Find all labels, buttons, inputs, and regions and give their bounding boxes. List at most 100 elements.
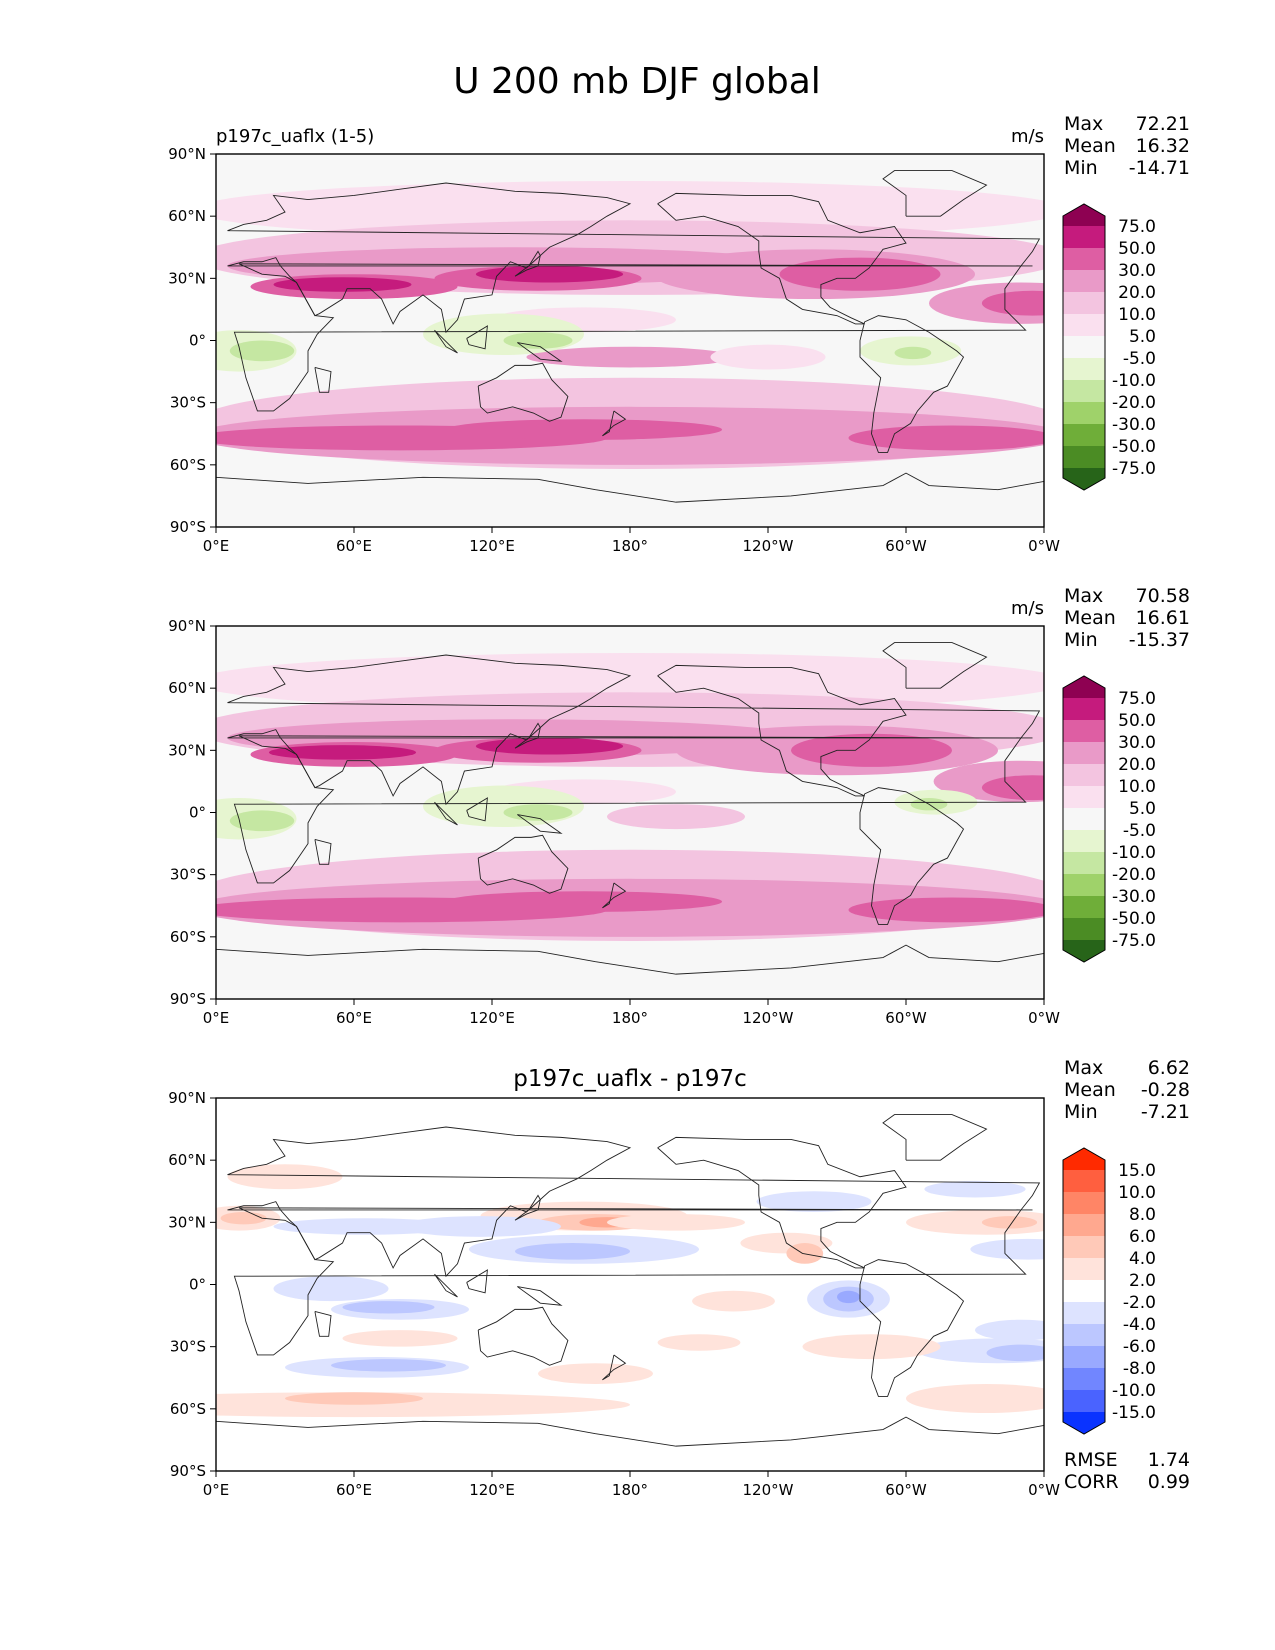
coastline xyxy=(233,263,1027,412)
colorbar-tick-label: 5.0 xyxy=(1129,327,1156,347)
stat-value: 16.61 xyxy=(1136,607,1190,629)
coastline xyxy=(514,250,541,277)
contour-region xyxy=(848,425,1044,451)
contour-region xyxy=(970,1238,1044,1260)
contour-region xyxy=(779,257,941,291)
colorbar-tick-label: 8.0 xyxy=(1129,1205,1156,1225)
contour-region xyxy=(273,277,412,292)
coastline xyxy=(434,329,458,354)
stat-value: -0.28 xyxy=(1141,1079,1190,1101)
colorbar-segment xyxy=(1063,402,1105,425)
colorbar-segment xyxy=(1063,424,1105,447)
colorbar-tick-label: -50.0 xyxy=(1112,437,1156,457)
contour-region xyxy=(894,346,932,360)
footer-stat-value: 1.74 xyxy=(1148,1449,1190,1471)
colorbar-tick-label: 20.0 xyxy=(1118,755,1156,775)
contour-region xyxy=(229,340,295,362)
figure-title: U 200 mb DJF global xyxy=(453,61,821,102)
y-tick-label: 30°N xyxy=(168,741,206,759)
y-tick-label: 0° xyxy=(189,332,206,350)
colorbar-tick-label: 75.0 xyxy=(1118,217,1156,237)
y-tick-label: 60°S xyxy=(170,928,206,946)
colorbar-tick-label: 20.0 xyxy=(1118,283,1156,303)
contour-region xyxy=(342,1330,458,1347)
colorbar-segment xyxy=(1063,292,1105,315)
colorbar-segment xyxy=(1063,764,1105,787)
contour-region xyxy=(981,1216,1038,1229)
colorbar-segment xyxy=(1063,1412,1105,1434)
x-tick-label: 0°W xyxy=(1028,1009,1060,1027)
contour-region xyxy=(216,180,1044,239)
coastline xyxy=(657,664,907,797)
contour-region xyxy=(273,1276,389,1302)
contour-region xyxy=(446,891,722,912)
colorbar-tick-label: 50.0 xyxy=(1118,239,1156,259)
colorbar-segment xyxy=(1063,358,1105,381)
coastline xyxy=(227,1126,1041,1278)
contour-region xyxy=(515,1243,630,1260)
coastline xyxy=(882,642,988,689)
y-tick-label: 90°N xyxy=(168,145,206,163)
y-tick-label: 90°S xyxy=(170,518,206,536)
contour-region xyxy=(981,775,1044,801)
stat-value: 6.62 xyxy=(1148,1057,1190,1079)
x-tick-label: 60°E xyxy=(336,1009,372,1027)
x-tick-label: 60°W xyxy=(885,1481,927,1499)
contour-fills xyxy=(216,652,1044,941)
coastline xyxy=(859,315,965,453)
contour-region xyxy=(216,652,1044,711)
y-tick-label: 60°S xyxy=(170,456,206,474)
contour-region xyxy=(924,1180,1026,1198)
stat-label: Mean xyxy=(1064,135,1116,157)
colorbar-tick-label: 6.0 xyxy=(1129,1227,1156,1247)
stat-label: Max xyxy=(1064,585,1103,607)
x-tick-label: 120°E xyxy=(469,1009,515,1027)
coastline xyxy=(517,342,563,362)
colorbar-tick-label: 30.0 xyxy=(1118,733,1156,753)
contour-region xyxy=(802,1334,941,1360)
coastline xyxy=(434,1273,458,1298)
y-tick-label: 30°S xyxy=(170,866,206,884)
coastline xyxy=(859,1259,965,1397)
coastline xyxy=(233,1207,1027,1356)
coastline xyxy=(477,1306,569,1366)
contour-region xyxy=(268,745,417,760)
colorbar-outline xyxy=(1062,675,1106,963)
colorbar-segment xyxy=(1063,336,1105,359)
contour-region xyxy=(526,346,734,368)
colorbar-tick-label: 50.0 xyxy=(1118,711,1156,731)
colorbar-segment xyxy=(1063,204,1105,226)
footer-stat-label: CORR xyxy=(1064,1471,1119,1493)
colorbar-tick-label: -30.0 xyxy=(1112,415,1156,435)
footer-stat-value: 0.99 xyxy=(1148,1471,1190,1493)
y-tick-label: 30°S xyxy=(170,1338,206,1356)
colorbar-tick-label: -50.0 xyxy=(1112,909,1156,929)
contour-region xyxy=(607,1214,745,1231)
y-tick-label: 30°S xyxy=(170,394,206,412)
colorbar-segment xyxy=(1063,830,1105,853)
x-tick-label: 60°W xyxy=(885,537,927,555)
x-tick-label: 120°W xyxy=(743,1481,794,1499)
coastlines xyxy=(216,170,1044,503)
coastlines xyxy=(216,1114,1044,1447)
coastline xyxy=(466,325,488,350)
colorbar-tick-label: -4.0 xyxy=(1123,1315,1156,1335)
units-label: m/s xyxy=(1011,598,1044,619)
stat-value: -14.71 xyxy=(1129,157,1190,179)
colorbar-segment xyxy=(1063,742,1105,765)
colorbar: 75.050.030.020.010.05.0-5.0-10.0-20.0-30… xyxy=(1062,675,1156,963)
colorbar-tick-label: -75.0 xyxy=(1112,459,1156,479)
colorbar: 75.050.030.020.010.05.0-5.0-10.0-20.0-30… xyxy=(1062,203,1156,491)
colorbar-segment xyxy=(1063,720,1105,743)
stat-label: Max xyxy=(1064,1057,1103,1079)
colorbar-segment xyxy=(1063,1148,1105,1170)
colorbar-segment xyxy=(1063,786,1105,809)
coastline xyxy=(657,1136,907,1269)
colorbar-segment xyxy=(1063,1258,1105,1281)
units-label: m/s xyxy=(1011,126,1044,147)
chart-panel-2: 0°E 60°E 120°E 180° 120°W 60°W 0°W 90°N 60°N 30°N… xyxy=(168,585,1190,1027)
x-tick-label: 0°E xyxy=(203,1481,230,1499)
contour-region xyxy=(400,1216,561,1237)
contour-region xyxy=(710,344,826,370)
coastline xyxy=(466,797,488,822)
